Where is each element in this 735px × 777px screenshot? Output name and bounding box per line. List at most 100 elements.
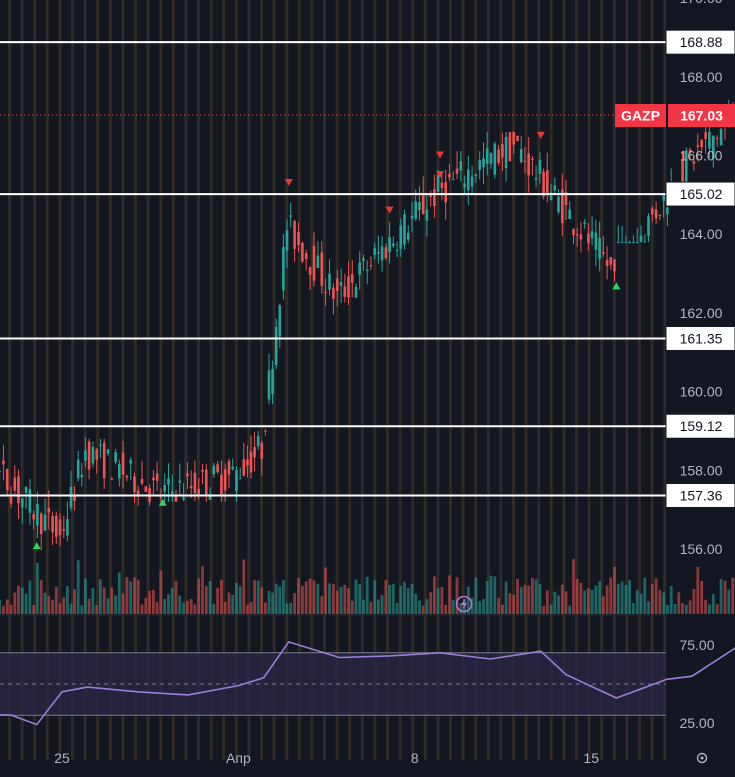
candle-body	[685, 150, 688, 185]
volume-bar	[253, 580, 256, 614]
session-stripe	[247, 0, 251, 760]
candle-body	[227, 461, 231, 475]
candle-body	[587, 233, 590, 244]
candle-body	[497, 149, 500, 163]
volume-bar	[681, 603, 684, 614]
rsi-pane: 75.00 25.00	[0, 637, 735, 731]
horizontal-levels[interactable]: 168.88 165.02 161.35 159.12 157.36	[0, 29, 735, 508]
volume-bar	[493, 576, 497, 614]
price-tick-label: 164.00	[680, 226, 723, 242]
price-tick-label: 158.00	[680, 462, 723, 478]
volume-bar	[62, 597, 66, 614]
candle-body	[152, 477, 155, 481]
volume-bar	[677, 592, 681, 614]
volume-bar	[170, 587, 174, 614]
session-stripe	[474, 0, 478, 760]
candle-body	[407, 232, 410, 240]
level-label-box	[665, 482, 735, 508]
candle-body	[516, 135, 519, 142]
session-stripe	[499, 0, 503, 760]
volume-bar	[301, 586, 304, 614]
volume-bar	[388, 585, 391, 614]
volume-bar	[455, 577, 459, 614]
candle-body	[482, 158, 485, 168]
volume-bar	[448, 575, 451, 614]
price-tick-label: 156.00	[680, 541, 723, 557]
volume-bar	[178, 595, 182, 614]
volume-bar	[354, 579, 358, 614]
volume-bar	[264, 602, 267, 614]
signal-markers	[32, 131, 621, 550]
candle-body	[542, 171, 545, 197]
candle-body	[197, 488, 200, 496]
candle-body	[628, 242, 631, 244]
session-stripe	[171, 0, 175, 760]
candle-body	[575, 234, 579, 236]
volume-bar	[304, 581, 308, 614]
candle-body	[654, 209, 658, 219]
volume-bar	[429, 592, 433, 614]
volume-bar	[538, 584, 542, 614]
candle-body	[568, 209, 571, 219]
volume-bar	[624, 585, 628, 614]
volume-bar	[501, 604, 504, 614]
candle-body	[271, 368, 274, 395]
candle-body	[651, 208, 654, 215]
candle-body	[712, 135, 715, 159]
candle-body	[553, 185, 557, 191]
candle-body	[235, 470, 238, 492]
volume-bar	[723, 580, 727, 614]
candle-body	[55, 515, 58, 537]
candle-body	[159, 497, 163, 499]
volume-bar	[332, 584, 335, 614]
candle-body	[62, 528, 66, 531]
session-stripe	[260, 0, 263, 760]
candle-body	[5, 468, 9, 490]
candle-body	[377, 252, 380, 254]
candle-body	[285, 230, 289, 251]
candle-body	[609, 257, 613, 265]
candle-body	[459, 161, 463, 171]
session-stripe	[8, 0, 11, 760]
session-stripe	[398, 0, 402, 760]
candle-body	[264, 430, 267, 432]
candle-body	[519, 149, 523, 163]
gear-icon[interactable]	[696, 752, 708, 764]
candle-body	[36, 504, 39, 526]
candle-body	[231, 466, 234, 469]
volume-bar	[700, 581, 704, 614]
candle-body	[455, 168, 459, 174]
price-tick-label: 162.00	[680, 305, 723, 321]
candle-body	[715, 138, 719, 139]
volume-bar	[436, 588, 440, 614]
candle-body	[69, 486, 73, 508]
session-stripe	[348, 0, 352, 760]
volume-bar	[516, 578, 519, 614]
volume-bar	[549, 604, 553, 614]
volume-bar	[692, 589, 696, 614]
candle-body	[719, 129, 723, 146]
session-stripe	[562, 0, 566, 760]
volume-bars	[0, 559, 735, 614]
volume-bar	[605, 585, 609, 614]
lightning-icon[interactable]	[455, 595, 473, 613]
candle-body	[602, 251, 605, 254]
volume-bar	[598, 581, 601, 614]
volume-bar	[114, 595, 117, 614]
candle-body	[572, 229, 575, 236]
volume-bar	[658, 590, 662, 614]
volume-bar	[347, 588, 350, 614]
candle-body	[463, 183, 466, 188]
volume-bar	[639, 593, 643, 614]
candle-body	[433, 189, 436, 206]
session-stripe	[234, 0, 238, 760]
candle-body	[579, 234, 583, 240]
candle-body	[347, 276, 350, 298]
volume-bar	[418, 600, 421, 614]
candle-body	[133, 476, 136, 493]
candle-body	[267, 370, 271, 400]
volume-bar	[193, 604, 197, 614]
candle-body	[557, 196, 560, 212]
volume-bar	[527, 585, 531, 614]
